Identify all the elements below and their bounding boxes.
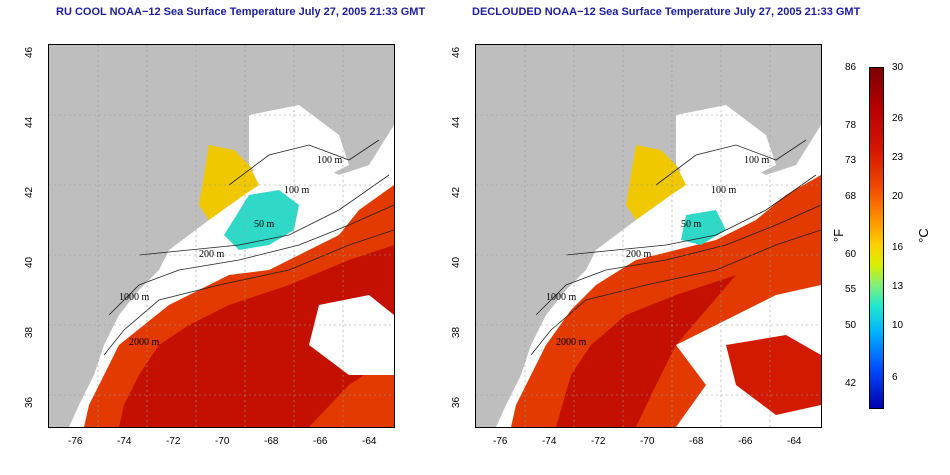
left-sst-map: 100 m 100 m 50 m 200 m 1000 m 2000 m: [48, 44, 395, 428]
contour-label-50m: 50 m: [254, 219, 275, 230]
celsius-unit-label: °C: [915, 228, 931, 243]
warm-core: [556, 275, 736, 427]
x-tick: -76: [493, 436, 508, 447]
y-tick: 46: [451, 46, 462, 58]
warm-core: [119, 245, 394, 427]
cool-shelf: [681, 210, 726, 245]
contour-label-100m-b: 100 m: [711, 185, 737, 196]
celsius-tick: 13: [892, 281, 904, 292]
x-tick: -74: [542, 436, 557, 447]
fahrenheit-tick: 68: [845, 191, 857, 202]
x-tick: -72: [166, 436, 181, 447]
yellow-band: [199, 145, 259, 220]
x-tick: -70: [215, 436, 230, 447]
fahrenheit-tick: 78: [845, 120, 857, 131]
x-tick: -66: [738, 436, 753, 447]
contour-label-50m: 50 m: [681, 219, 702, 230]
contour-label-200m: 200 m: [199, 249, 225, 260]
y-tick: 42: [451, 186, 462, 198]
x-tick: -68: [264, 436, 279, 447]
celsius-tick: 30: [892, 62, 904, 73]
fahrenheit-tick: 60: [845, 249, 857, 260]
fahrenheit-tick: 73: [845, 155, 857, 166]
left-panel-title: RU COOL NOAA−12 Sea Surface Temperature …: [56, 6, 426, 18]
contour-label-100m: 100 m: [744, 155, 770, 166]
y-tick: 36: [451, 396, 462, 408]
fahrenheit-tick: 86: [845, 62, 857, 73]
y-tick: 46: [24, 46, 35, 58]
celsius-tick: 20: [892, 191, 904, 202]
y-tick: 38: [24, 326, 35, 338]
shelf-white: [676, 105, 776, 185]
temperature-colorbar: [869, 67, 884, 409]
contour-label-100m-b: 100 m: [284, 185, 310, 196]
y-tick: 40: [24, 256, 35, 268]
y-tick: 44: [24, 116, 35, 128]
yellow-band: [626, 145, 686, 220]
y-tick: 40: [451, 256, 462, 268]
x-tick: -68: [689, 436, 704, 447]
right-sst-map: 100 m 100 m 50 m 200 m 1000 m 2000 m: [475, 44, 822, 428]
contour-100m: [228, 139, 380, 186]
x-tick: -66: [313, 436, 328, 447]
celsius-tick: 10: [892, 320, 904, 331]
celsius-tick: 26: [892, 113, 904, 124]
contour-1000m: [535, 204, 821, 316]
y-tick: 36: [24, 396, 35, 408]
contour-1000m: [108, 204, 394, 316]
warm-patch: [726, 335, 821, 415]
fahrenheit-tick: 42: [845, 378, 857, 389]
cool-shelf: [224, 190, 299, 250]
contour-label-2000m: 2000 m: [129, 337, 160, 348]
y-tick: 38: [451, 326, 462, 338]
contour-label-1000m: 1000 m: [119, 292, 150, 303]
fahrenheit-unit-label: °F: [831, 228, 847, 243]
contour-label-1000m: 1000 m: [546, 292, 577, 303]
x-tick: -64: [787, 436, 802, 447]
y-tick: 42: [24, 186, 35, 198]
shelf-white: [249, 105, 349, 185]
contour-label-2000m: 2000 m: [556, 337, 587, 348]
x-tick: -72: [591, 436, 606, 447]
x-tick: -74: [117, 436, 132, 447]
contour-label-100m: 100 m: [317, 155, 343, 166]
celsius-tick: 23: [892, 152, 904, 163]
celsius-tick: 6: [892, 372, 898, 383]
fahrenheit-tick: 55: [845, 284, 857, 295]
cloud-patch: [309, 295, 394, 375]
celsius-tick: 16: [892, 242, 904, 253]
contour-100m: [655, 139, 807, 186]
x-tick: -70: [640, 436, 655, 447]
right-panel-title: DECLOUDED NOAA−12 Sea Surface Temperatur…: [472, 6, 861, 18]
contour-2000m: [530, 229, 821, 356]
x-tick: -64: [362, 436, 377, 447]
contour-2000m: [103, 229, 394, 356]
fahrenheit-tick: 50: [845, 320, 857, 331]
contour-200m: [565, 174, 817, 256]
x-tick: -76: [68, 436, 83, 447]
y-tick: 44: [451, 116, 462, 128]
contour-label-200m: 200 m: [626, 249, 652, 260]
contour-200m: [138, 174, 390, 256]
